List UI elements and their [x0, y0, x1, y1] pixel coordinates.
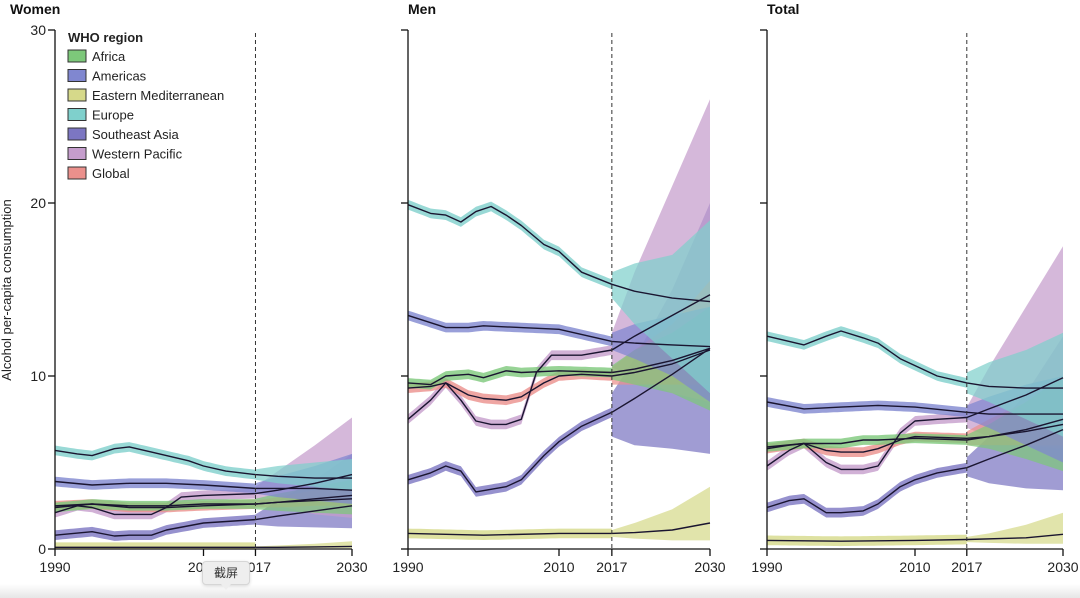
band-men-global-historical — [408, 369, 612, 406]
legend-swatch-africa — [67, 49, 87, 63]
line-total-africa — [766, 418, 1064, 448]
legend-swatch-western-pacific — [67, 147, 87, 160]
legend-swatch-southeast-asia — [67, 127, 87, 141]
y-tick-label: 10 — [30, 368, 46, 384]
x-tick-label: 1990 — [392, 559, 423, 575]
legend-label-western-pacific: Western Pacific — [92, 147, 183, 162]
line-men-africa — [407, 347, 711, 386]
legend-swatch-eastern-mediterranean — [67, 88, 87, 102]
band-total-europe-historical — [767, 326, 967, 388]
band-total-europe-projection — [966, 332, 1063, 437]
band-total-southeast-asia-historical — [767, 462, 967, 518]
line-women-southeast-asia — [54, 505, 353, 537]
band-total-americas-historical — [767, 397, 967, 418]
line-men-southeast-asia — [407, 347, 711, 493]
legend-label-europe: Europe — [92, 108, 134, 123]
line-total-europe — [766, 330, 1063, 389]
band-women-americas-historical — [55, 476, 256, 494]
y-tick-label: 30 — [30, 22, 46, 38]
x-tick-label: 2030 — [694, 559, 725, 575]
x-tick-label: 1990 — [39, 559, 70, 575]
line-women-americas — [54, 480, 353, 491]
line-total-americas — [766, 401, 1063, 415]
legend-label-africa: Africa — [92, 49, 126, 64]
x-tick-label: 2030 — [336, 559, 367, 575]
band-men-americas-historical — [408, 310, 612, 347]
line-men-global — [407, 349, 711, 401]
band-men-africa-historical — [408, 366, 612, 390]
x-tick-label: 2017 — [951, 559, 982, 575]
band-men-europe-historical — [408, 199, 612, 290]
x-tick-label: 2030 — [1047, 559, 1078, 575]
legend-label-southeast-asia: Southeast Asia — [92, 127, 179, 142]
line-women-africa — [54, 494, 353, 509]
panel-title: Men — [408, 1, 436, 17]
line-total-eastern-mediterranean — [766, 533, 1064, 542]
line-total-southeast-asia — [766, 428, 1064, 514]
band-women-southeast-asia-historical — [55, 514, 256, 541]
line-men-europe — [407, 204, 711, 303]
band-women-europe-historical — [55, 442, 256, 480]
screenshot-tooltip: 截屏 — [202, 561, 250, 590]
x-tick-label: 2010 — [543, 559, 574, 575]
panel-title: Women — [10, 1, 60, 17]
legend-swatch-global — [67, 166, 87, 180]
line-men-western-pacific — [407, 294, 711, 426]
panel-title: Total — [767, 1, 799, 17]
legend-swatch-europe — [67, 108, 87, 121]
y-axis-label: Alcohol per-capita consumption — [0, 199, 14, 380]
band-men-southeast-asia-historical — [408, 407, 612, 497]
legend-label-americas: Americas — [92, 69, 147, 84]
y-tick-label: 20 — [30, 195, 46, 211]
line-total-western-pacific — [766, 377, 1064, 471]
bottom-shade — [0, 584, 1080, 598]
line-women-europe — [54, 446, 352, 479]
x-tick-label: 2010 — [899, 559, 930, 575]
band-women-eastern-mediterranean-historical — [55, 542, 256, 549]
legend-label-global: Global — [92, 166, 130, 181]
legend: WHO region Africa Americas Eastern Mediter… — [67, 30, 224, 181]
x-tick-label: 1990 — [751, 559, 782, 575]
panel-men: Men1990201020172030Year — [392, 1, 725, 597]
x-tick-label: 2017 — [596, 559, 627, 575]
band-men-europe-projection — [611, 220, 710, 394]
line-men-americas — [407, 314, 711, 348]
panel-women: Women01020301990201020172030Year — [10, 1, 368, 597]
y-tick-label: 0 — [38, 541, 46, 557]
band-total-western-pacific-historical — [767, 412, 967, 475]
panel-total: Total1990201020172030Year — [751, 1, 1078, 597]
legend-title: WHO region — [68, 30, 143, 45]
legend-swatch-americas — [67, 69, 87, 82]
legend-label-eastern-mediterranean: Eastern Mediterranean — [92, 88, 224, 103]
band-women-europe-projection — [255, 459, 352, 491]
